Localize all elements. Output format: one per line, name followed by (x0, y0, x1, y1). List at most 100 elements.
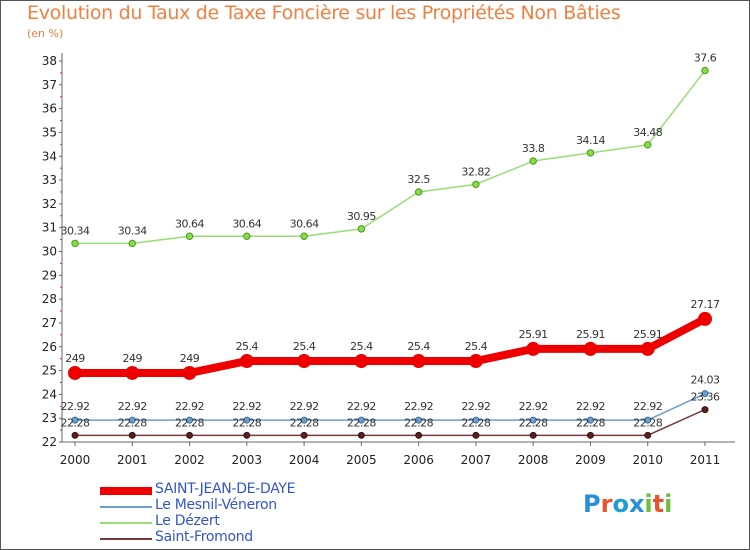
data-point (414, 188, 423, 196)
data-point (243, 416, 251, 424)
data-point (526, 341, 541, 356)
data-label: 27.17 (691, 298, 720, 311)
data-label: 32.5 (407, 173, 430, 186)
y-tick-label: 31 (42, 221, 57, 235)
data-point (415, 431, 423, 439)
data-label: 25.91 (576, 328, 605, 341)
data-label: 32.82 (461, 165, 490, 178)
chart-title: Evolution du Taux de Taxe Foncière sur l… (27, 2, 621, 24)
data-point (586, 431, 594, 439)
x-tick-label: 2006 (403, 453, 434, 467)
x-tick-label: 2001 (117, 453, 148, 467)
logo-letter: x (628, 490, 645, 518)
data-label: 22.92 (290, 400, 319, 413)
data-point (354, 354, 369, 369)
y-tick-label: 34 (42, 149, 57, 163)
x-tick-label: 2000 (60, 453, 91, 467)
data-point (701, 66, 709, 75)
data-point (300, 431, 308, 439)
data-point (357, 431, 365, 439)
x-tick-label: 2008 (518, 453, 549, 467)
data-point (468, 354, 483, 369)
data-label: 22.92 (519, 400, 548, 413)
data-label: 22.28 (404, 416, 433, 429)
data-label: 22.92 (404, 400, 433, 413)
logo-letter: t (652, 490, 665, 518)
data-label: 22.92 (61, 400, 90, 413)
legend-swatch (100, 487, 152, 495)
data-point (243, 232, 251, 240)
data-point (698, 311, 712, 326)
logo-letter: P (583, 490, 601, 518)
data-point (243, 431, 251, 439)
data-point (128, 239, 136, 248)
data-point (529, 157, 537, 165)
data-point (472, 180, 480, 189)
series-line-1 (74, 392, 706, 421)
data-point (583, 341, 598, 356)
data-point (71, 431, 79, 439)
data-point (300, 416, 308, 424)
logo-letter: o (612, 490, 629, 518)
data-point (701, 390, 709, 398)
data-label: 22.28 (61, 416, 90, 429)
series-line-0 (71, 314, 709, 377)
legend-swatch (100, 506, 152, 508)
data-label: 25.4 (293, 340, 316, 353)
x-tick-label: 2011 (690, 453, 721, 467)
data-point (415, 416, 423, 424)
data-label: 22.92 (175, 400, 204, 413)
y-tick-label: 36 (42, 102, 57, 116)
series-line-2 (74, 69, 706, 245)
y-tick-label: 33 (42, 173, 57, 187)
data-point (239, 354, 254, 369)
chart-data-labels: 249 249 249 25.4 25.4 25.4 25.4 25.4 25.91 25.91 2… (61, 52, 721, 430)
y-tick-label: 37 (42, 78, 57, 92)
data-point (182, 365, 197, 380)
data-label: 23.36 (691, 391, 720, 404)
data-label: 22.92 (118, 400, 147, 413)
x-tick-label: 2005 (346, 453, 377, 467)
data-point (186, 416, 194, 424)
data-label: 22.28 (633, 416, 662, 429)
data-label: 22.92 (633, 400, 662, 413)
data-point (529, 431, 537, 439)
x-tick-label: 2004 (289, 453, 320, 467)
data-point (640, 341, 655, 356)
chart-plot-area (68, 66, 712, 439)
series-line-3 (74, 408, 706, 437)
data-point (472, 416, 480, 424)
x-tick-label: 2010 (632, 453, 663, 467)
x-tick-label: 2003 (232, 453, 263, 467)
data-point (472, 431, 480, 439)
data-point (586, 416, 594, 424)
data-point (68, 365, 82, 380)
data-label: 25.4 (407, 340, 430, 353)
data-label: 25.91 (519, 328, 548, 341)
data-label: 37.6 (694, 52, 717, 65)
y-tick-label: 32 (42, 197, 57, 211)
data-label: 25.4 (236, 340, 259, 353)
legend-swatch (100, 538, 152, 540)
data-label: 30.95 (347, 210, 376, 223)
data-label: 22.28 (347, 416, 376, 429)
data-point (586, 149, 595, 157)
data-point (128, 416, 136, 424)
data-point (185, 232, 194, 240)
data-label: 24.03 (691, 374, 720, 387)
y-tick-label: 28 (42, 292, 57, 306)
y-tick-label: 29 (42, 268, 57, 282)
data-label: 30.34 (118, 224, 147, 237)
data-point (71, 416, 79, 424)
data-label: 30.64 (175, 217, 204, 230)
logo-letter: i (664, 490, 673, 518)
data-point (644, 141, 652, 149)
legend-label: SAINT-JEAN-DE-DAYE (155, 481, 296, 497)
y-tick-label: 26 (42, 340, 57, 354)
data-point (125, 365, 140, 380)
data-label: 25.4 (465, 340, 488, 353)
y-tick-label: 25 (42, 364, 57, 378)
data-label: 22.28 (232, 416, 261, 429)
